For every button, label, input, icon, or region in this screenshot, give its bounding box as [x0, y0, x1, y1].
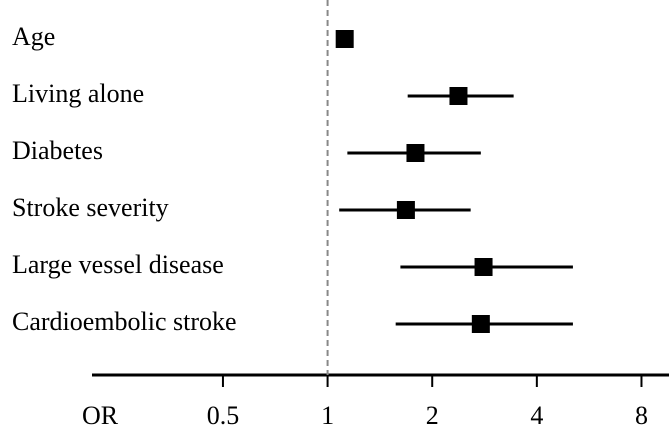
point-estimate	[471, 315, 490, 333]
x-tick-label: 8	[635, 401, 648, 430]
category-label: Cardioembolic stroke	[12, 307, 237, 336]
x-tick-label: 0.5	[207, 401, 240, 430]
category-label: Living alone	[12, 79, 144, 108]
point-estimate	[335, 30, 354, 48]
category-label: Large vessel disease	[12, 250, 224, 279]
category-label: Stroke severity	[12, 193, 169, 222]
x-tick-label: 2	[426, 401, 439, 430]
point-estimate	[406, 144, 425, 162]
point-estimate	[449, 87, 468, 105]
category-label: Diabetes	[12, 136, 103, 165]
point-estimate	[396, 201, 415, 219]
category-label: Age	[12, 22, 55, 51]
x-axis-label: OR	[82, 401, 119, 430]
point-estimate	[474, 258, 493, 276]
x-tick-label: 1	[321, 401, 334, 430]
x-tick-label: 4	[530, 401, 543, 430]
